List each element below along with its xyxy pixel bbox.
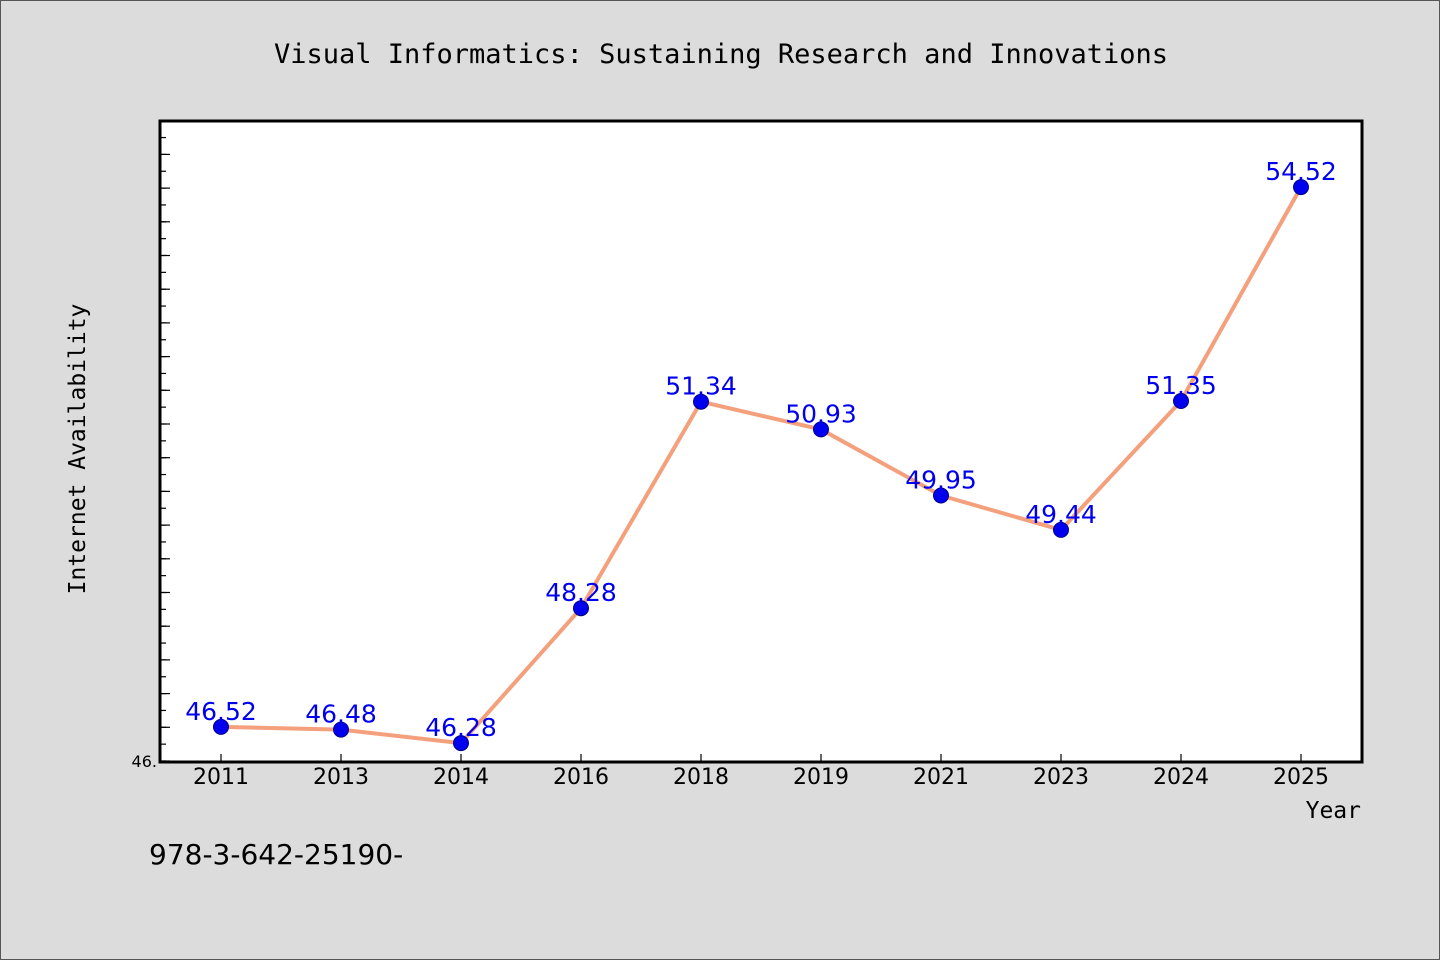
data-label: 51.34 <box>665 372 737 401</box>
x-tick-label: 2013 <box>313 765 369 790</box>
data-point <box>813 421 829 438</box>
y-axis-ticks <box>160 136 170 762</box>
x-tick-label: 2024 <box>1153 765 1209 790</box>
series-line <box>220 186 1303 746</box>
data-label: 54.52 <box>1265 157 1337 186</box>
data-label: 51.35 <box>1145 371 1217 400</box>
data-label: 48.28 <box>545 578 617 607</box>
x-tick-label: 2016 <box>553 765 609 790</box>
x-tick-label: 2019 <box>793 765 849 790</box>
chart-title: Visual Informatics: Sustaining Research … <box>274 39 1168 70</box>
data-label: 49.44 <box>1025 500 1097 529</box>
data-label: 49.95 <box>905 466 977 495</box>
data-point <box>1053 521 1069 538</box>
plot-area <box>158 119 1364 764</box>
x-tick-label: 2021 <box>913 765 969 790</box>
data-label: 46.48 <box>305 700 377 729</box>
y-tick-label: 46. <box>132 752 157 771</box>
x-tick-label: 2011 <box>193 765 249 790</box>
data-point <box>333 721 349 738</box>
x-tick-label: 2014 <box>433 765 489 790</box>
series-markers <box>213 179 1309 752</box>
data-label: 46.52 <box>185 697 257 726</box>
data-label: 46.28 <box>425 713 497 742</box>
isbn-text: 978-3-642-25190- <box>149 838 403 871</box>
x-tick-label: 2018 <box>673 765 729 790</box>
x-tick-label: 2023 <box>1033 765 1089 790</box>
data-point <box>213 718 229 735</box>
data-point <box>1293 179 1309 196</box>
data-point <box>693 393 709 410</box>
data-point <box>453 735 469 752</box>
data-point <box>573 600 589 617</box>
data-point <box>933 487 949 504</box>
y-axis-label: Internet Availability <box>65 304 91 595</box>
x-axis-tick-labels: 2011 2013 2014 2016 2018 2019 2021 2023 2024 2025 <box>193 765 1329 790</box>
x-axis-label: Year <box>1306 798 1361 824</box>
x-tick-label: 2025 <box>1273 765 1329 790</box>
x-axis-ticks <box>220 754 1302 762</box>
data-label: 50.93 <box>785 399 857 428</box>
data-point <box>1173 393 1189 409</box>
data-labels: 46.52 46.48 46.28 48.28 51.34 50.93 49.95 49.44… <box>185 157 1337 742</box>
